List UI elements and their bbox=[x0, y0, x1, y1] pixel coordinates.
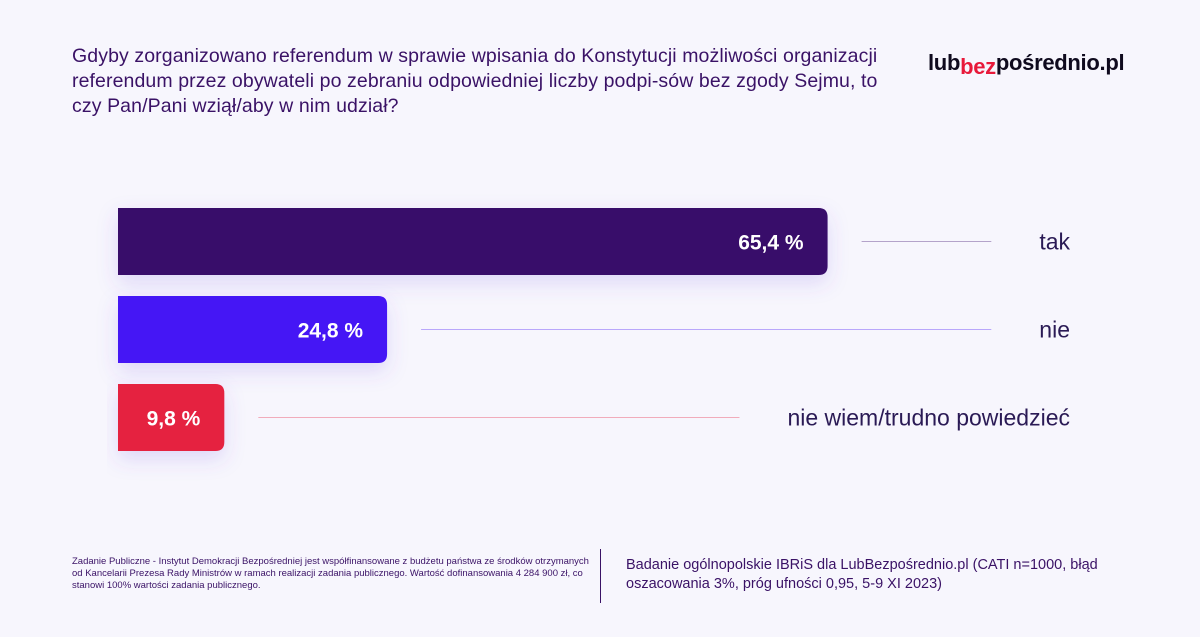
bar-2 bbox=[118, 384, 225, 451]
footer-survey-note: Badanie ogólnopolskie IBRiS dla LubBezpo… bbox=[626, 557, 1098, 592]
logo-part-posrednio: pośrednio.pl bbox=[995, 50, 1125, 75]
brand-logo[interactable]: lubbezpośrednio.pl bbox=[928, 50, 1125, 79]
logo-part-bez: bez bbox=[960, 54, 996, 79]
bar-0 bbox=[118, 208, 828, 275]
category-label-1: nie bbox=[1039, 317, 1070, 343]
logo-part-lub: lub bbox=[928, 50, 961, 75]
footer-funding-note: Zadanie Publiczne - Instytut Demokracji … bbox=[72, 556, 589, 591]
category-label-2: nie wiem/trudno powiedzieć bbox=[787, 405, 1070, 431]
category-label-0: tak bbox=[1039, 229, 1070, 255]
bar-value-label-1: 24,8 % bbox=[298, 320, 364, 343]
bar-value-label-0: 65,4 % bbox=[738, 232, 804, 255]
bar-value-label-2: 9,8 % bbox=[147, 408, 201, 431]
footer-divider bbox=[600, 549, 601, 603]
bar-1 bbox=[118, 296, 388, 363]
question-title: Gdyby zorganizowano referendum w sprawie… bbox=[72, 45, 878, 117]
